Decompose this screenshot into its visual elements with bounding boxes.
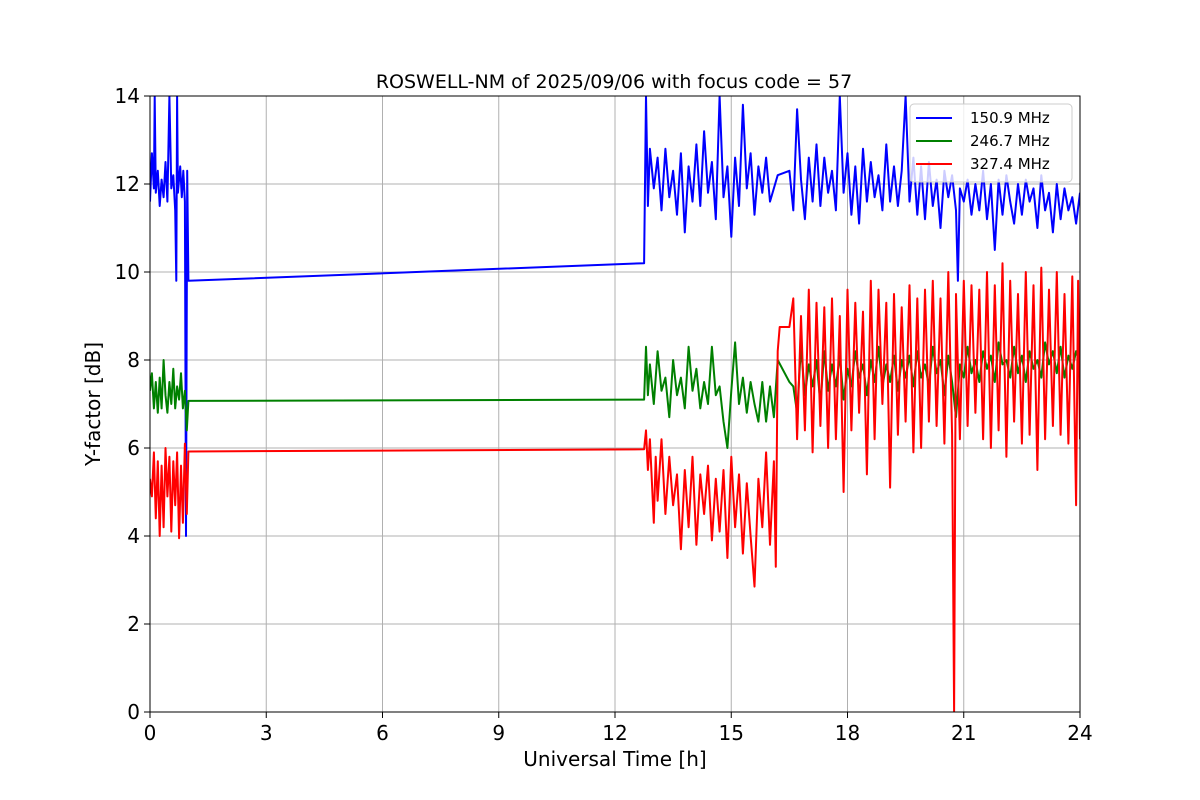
y-tick-label: 8 xyxy=(127,348,140,372)
legend: 150.9 MHz 246.7 MHz 327.4 MHz xyxy=(909,103,1073,183)
x-tick-label: 18 xyxy=(835,721,860,745)
y-tick-label: 0 xyxy=(127,700,140,724)
legend-label: 150.9 MHz xyxy=(970,109,1050,127)
series-line-1 xyxy=(150,96,1080,537)
legend-label: 246.7 MHz xyxy=(970,132,1050,150)
x-tick-label: 6 xyxy=(376,721,389,745)
y-tick-label: 12 xyxy=(115,172,140,196)
y-tick-label: 4 xyxy=(127,524,140,548)
y-tick-label: 2 xyxy=(127,612,140,636)
x-tick-label: 9 xyxy=(492,721,505,745)
x-tick-label: 0 xyxy=(144,721,157,745)
x-tick-label: 3 xyxy=(260,721,273,745)
y-tick-label: 14 xyxy=(115,84,140,108)
series-line-3 xyxy=(150,262,1080,712)
x-tick-label: 21 xyxy=(951,721,976,745)
x-tick-label: 15 xyxy=(719,721,744,745)
legend-box xyxy=(909,103,1073,183)
chart-title: ROSWELL-NM of 2025/09/06 with focus code… xyxy=(376,71,852,93)
legend-label: 327.4 MHz xyxy=(970,155,1050,173)
x-tick-label: 12 xyxy=(602,721,627,745)
series-lines xyxy=(150,96,1080,712)
x-tick-label: 24 xyxy=(1067,721,1092,745)
y-tick-label: 10 xyxy=(115,260,140,284)
y-tick-label: 6 xyxy=(127,436,140,460)
x-axis-label: Universal Time [h] xyxy=(523,747,706,771)
y-axis-label: Y-factor [dB] xyxy=(81,342,105,467)
